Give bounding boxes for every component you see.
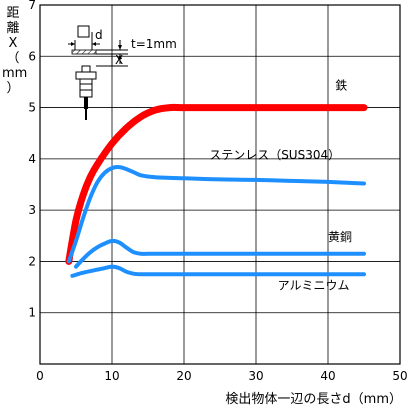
y-tick-label: 1 — [28, 306, 36, 320]
y-axis-label-char: X — [8, 36, 18, 51]
series-label-0: 鉄 — [335, 78, 347, 93]
series-label-3: アルミニウム — [278, 279, 350, 293]
y-tick-label: 3 — [28, 203, 36, 217]
series-line-0 — [65, 103, 368, 265]
series-label-1: ステンレス（SUS304） — [209, 148, 340, 162]
axes — [39, 4, 401, 365]
x-axis-label: 検出物体一辺の長さd（mm） — [225, 392, 402, 407]
y-tick-label: 5 — [28, 101, 36, 115]
d-label: d — [95, 28, 103, 42]
thickness-label: t=1mm — [131, 37, 177, 51]
y-tick-label: 4 — [28, 152, 36, 166]
y-axis-label-char: 距 — [6, 6, 20, 21]
plot-frame — [39, 4, 401, 365]
series-line-1 — [66, 165, 366, 264]
x-tick-label: 10 — [104, 369, 119, 383]
y-tick-label: 6 — [28, 49, 36, 63]
series-label-2: 黄銅 — [328, 230, 352, 244]
series-line-2 — [74, 238, 366, 269]
x-tick-label: 50 — [392, 369, 407, 383]
sensor-diagram-icon — [68, 25, 128, 120]
y-tick-label: 7 — [28, 0, 36, 12]
y-axis-label-char: （ — [6, 51, 20, 66]
series-line-3 — [70, 264, 366, 278]
tick-labels: 0 10 20 30 40 50 1 2 3 4 5 6 7 — [28, 0, 407, 383]
y-axis-label-char: 離 — [6, 21, 20, 36]
y-axis-label-char: mm — [2, 66, 28, 81]
x-tick-label: 30 — [248, 369, 263, 383]
y-tick-label: 2 — [28, 254, 36, 268]
y-axis-label-char: ） — [6, 81, 20, 96]
x-tick-label: 40 — [320, 369, 335, 383]
x-tick-label: 0 — [36, 369, 44, 383]
x-label: X — [115, 53, 123, 67]
series-lines — [65, 103, 368, 278]
x-tick-label: 20 — [176, 369, 191, 383]
